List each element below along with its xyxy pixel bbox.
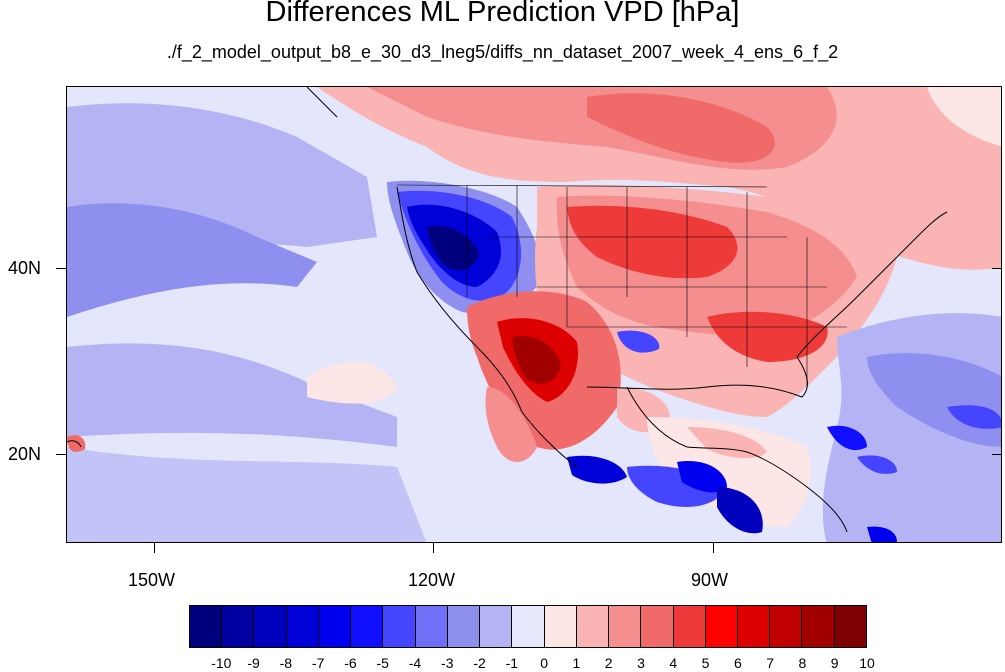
colorbar-label: -6 (344, 655, 357, 671)
colorbar-swatch (737, 606, 771, 647)
colorbar-swatch (641, 606, 674, 647)
chart-title: Differences ML Prediction VPD [hPa] (265, 0, 740, 28)
colorbar-label: -1 (505, 655, 519, 671)
map-panel (66, 86, 1002, 543)
colorbar-swatch (576, 606, 610, 647)
colorbar-swatch (383, 606, 416, 647)
colorbar-label: -4 (408, 655, 422, 671)
lon-label-90w: 90W (691, 570, 729, 590)
pacific-blue-band-core (67, 203, 317, 317)
colorbar-label: 7 (766, 655, 775, 671)
colorbar-swatch (318, 606, 352, 647)
colorbar-label: 6 (733, 655, 742, 671)
colorbar-label: 1 (572, 655, 581, 671)
colorbar-label: -10 (211, 655, 232, 671)
colorbar-swatch (512, 606, 545, 647)
colorbar-label: -2 (473, 655, 486, 671)
colorbar-swatch (544, 606, 577, 647)
colorbar-swatch (447, 606, 481, 647)
lat-label-20n: 20N (8, 444, 42, 464)
colorbar-label: -3 (441, 655, 454, 671)
colorbar-swatch (351, 606, 384, 647)
colorbar-label: 5 (701, 655, 710, 671)
colorbar-swatch (254, 606, 287, 647)
mexico-blue-patch-west (567, 455, 627, 484)
colorbar-swatch (802, 606, 835, 647)
lon-label-150w: 150W (128, 570, 176, 590)
colorbar-label: 0 (540, 655, 549, 671)
colorbar-swatch (480, 606, 513, 647)
colorbar-label: 10 (859, 655, 875, 671)
colorbar-swatch (609, 606, 642, 647)
gulf-coast-outline (586, 356, 808, 398)
colorbar-label: 2 (604, 655, 613, 671)
colorbar-label: -5 (376, 655, 389, 671)
east-coast-outline (796, 211, 948, 358)
colorbar-swatch (673, 606, 706, 647)
colorbar-label: 9 (830, 655, 839, 671)
colorbar (189, 605, 867, 648)
colorbar-label: 3 (637, 655, 645, 671)
colorbar-label: -8 (279, 655, 293, 671)
colorbar-swatch (190, 606, 223, 647)
central-america-blue-patch (677, 461, 727, 493)
colorbar-label: 4 (669, 655, 678, 671)
colorbar-swatch (705, 606, 738, 647)
vpd-difference-field (67, 87, 1001, 542)
pacific-blue-band-south (67, 343, 397, 447)
lat-label-40n: 40N (8, 258, 42, 278)
colorbar-swatch (286, 606, 319, 647)
west-coast-outline (396, 186, 578, 468)
state-borders (396, 184, 847, 387)
colorbar-label: -9 (247, 655, 260, 671)
lon-label-120w: 120W (408, 570, 456, 590)
colorbar-swatch (834, 606, 866, 647)
colorbar-swatch (415, 606, 448, 647)
colorbar-swatch (222, 606, 255, 647)
colorbar-label: -7 (311, 655, 325, 671)
colorbar-label: 8 (798, 655, 807, 671)
chart-subtitle: ./f_2_model_output_b8_e_30_d3_lneg5/diff… (166, 42, 839, 62)
colorbar-swatch (770, 606, 803, 647)
